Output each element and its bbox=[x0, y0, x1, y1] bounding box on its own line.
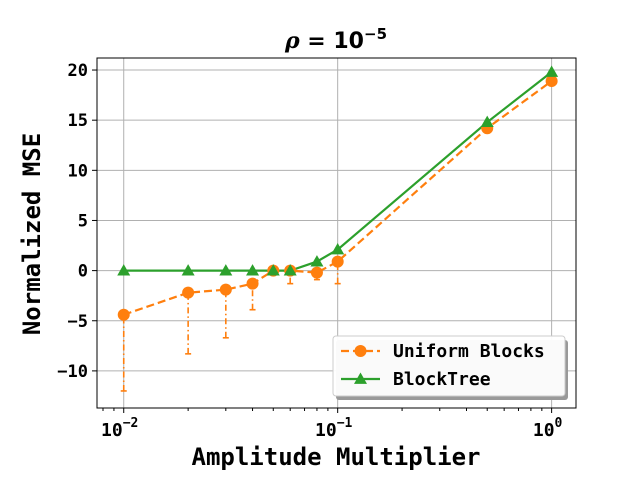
data-point bbox=[480, 115, 494, 128]
title-symbol: ρ bbox=[284, 28, 300, 54]
data-point bbox=[246, 277, 259, 290]
legend-entry: Uniform Blocks bbox=[341, 341, 545, 362]
data-point bbox=[310, 255, 324, 267]
data-point bbox=[181, 264, 195, 276]
y-axis-label: Normalized MSE bbox=[18, 133, 46, 335]
x-tick-exponent: −1 bbox=[337, 416, 353, 431]
x-tick-label: 10−2 bbox=[101, 416, 138, 441]
legend-marker bbox=[354, 345, 367, 357]
x-tick-base: 10 bbox=[533, 420, 555, 441]
series-markers bbox=[117, 65, 559, 321]
data-point bbox=[331, 243, 345, 255]
data-point bbox=[117, 264, 131, 276]
x-tick-label: 100 bbox=[533, 416, 563, 441]
y-tick-label: 0 bbox=[78, 262, 88, 282]
data-point bbox=[246, 264, 260, 276]
x-tick-base: 10 bbox=[315, 420, 337, 441]
chart-title: ρ = 10−5 bbox=[284, 25, 387, 54]
legend-box bbox=[332, 335, 566, 397]
data-point bbox=[219, 264, 233, 276]
data-point bbox=[219, 283, 232, 296]
title-equals: = 10 bbox=[300, 29, 364, 54]
legend-label: Uniform Blocks bbox=[393, 341, 545, 362]
x-tick-exponent: 0 bbox=[555, 416, 563, 431]
y-tick-label: 20 bbox=[68, 61, 88, 81]
legend: Uniform Blocks BlockTree bbox=[332, 335, 568, 400]
data-point bbox=[266, 264, 280, 276]
y-tick-label: −5 bbox=[68, 312, 88, 332]
x-tick-base: 10 bbox=[101, 420, 123, 441]
y-tick-label: −10 bbox=[57, 362, 88, 382]
plot-frame bbox=[96, 57, 577, 409]
series-line bbox=[123, 80, 553, 316]
title-exponent: −5 bbox=[364, 25, 387, 43]
data-point bbox=[117, 308, 130, 321]
data-point bbox=[331, 255, 344, 268]
series-line bbox=[123, 71, 553, 272]
y-tick-label: 10 bbox=[68, 161, 88, 181]
y-axis-ticks: −10 −5 0 5 10 15 20 bbox=[57, 61, 97, 382]
legend-marker bbox=[354, 372, 367, 384]
legend-entry: BlockTree bbox=[341, 369, 491, 390]
legend-label: BlockTree bbox=[393, 369, 491, 390]
x-axis-ticks: 10−2 10−1 100 bbox=[101, 408, 563, 441]
error-bars bbox=[120, 261, 341, 392]
y-tick-label: 5 bbox=[78, 211, 88, 231]
data-point bbox=[283, 264, 297, 276]
x-tick-label: 10−1 bbox=[315, 416, 353, 441]
data-point bbox=[310, 266, 323, 279]
x-tick-exponent: −2 bbox=[123, 416, 139, 431]
series-lines bbox=[123, 71, 553, 316]
y-tick-label: 15 bbox=[68, 111, 88, 131]
data-point bbox=[545, 75, 558, 88]
data-point bbox=[182, 286, 195, 299]
x-axis-label: Amplitude Multiplier bbox=[192, 443, 481, 471]
data-point bbox=[545, 65, 559, 77]
